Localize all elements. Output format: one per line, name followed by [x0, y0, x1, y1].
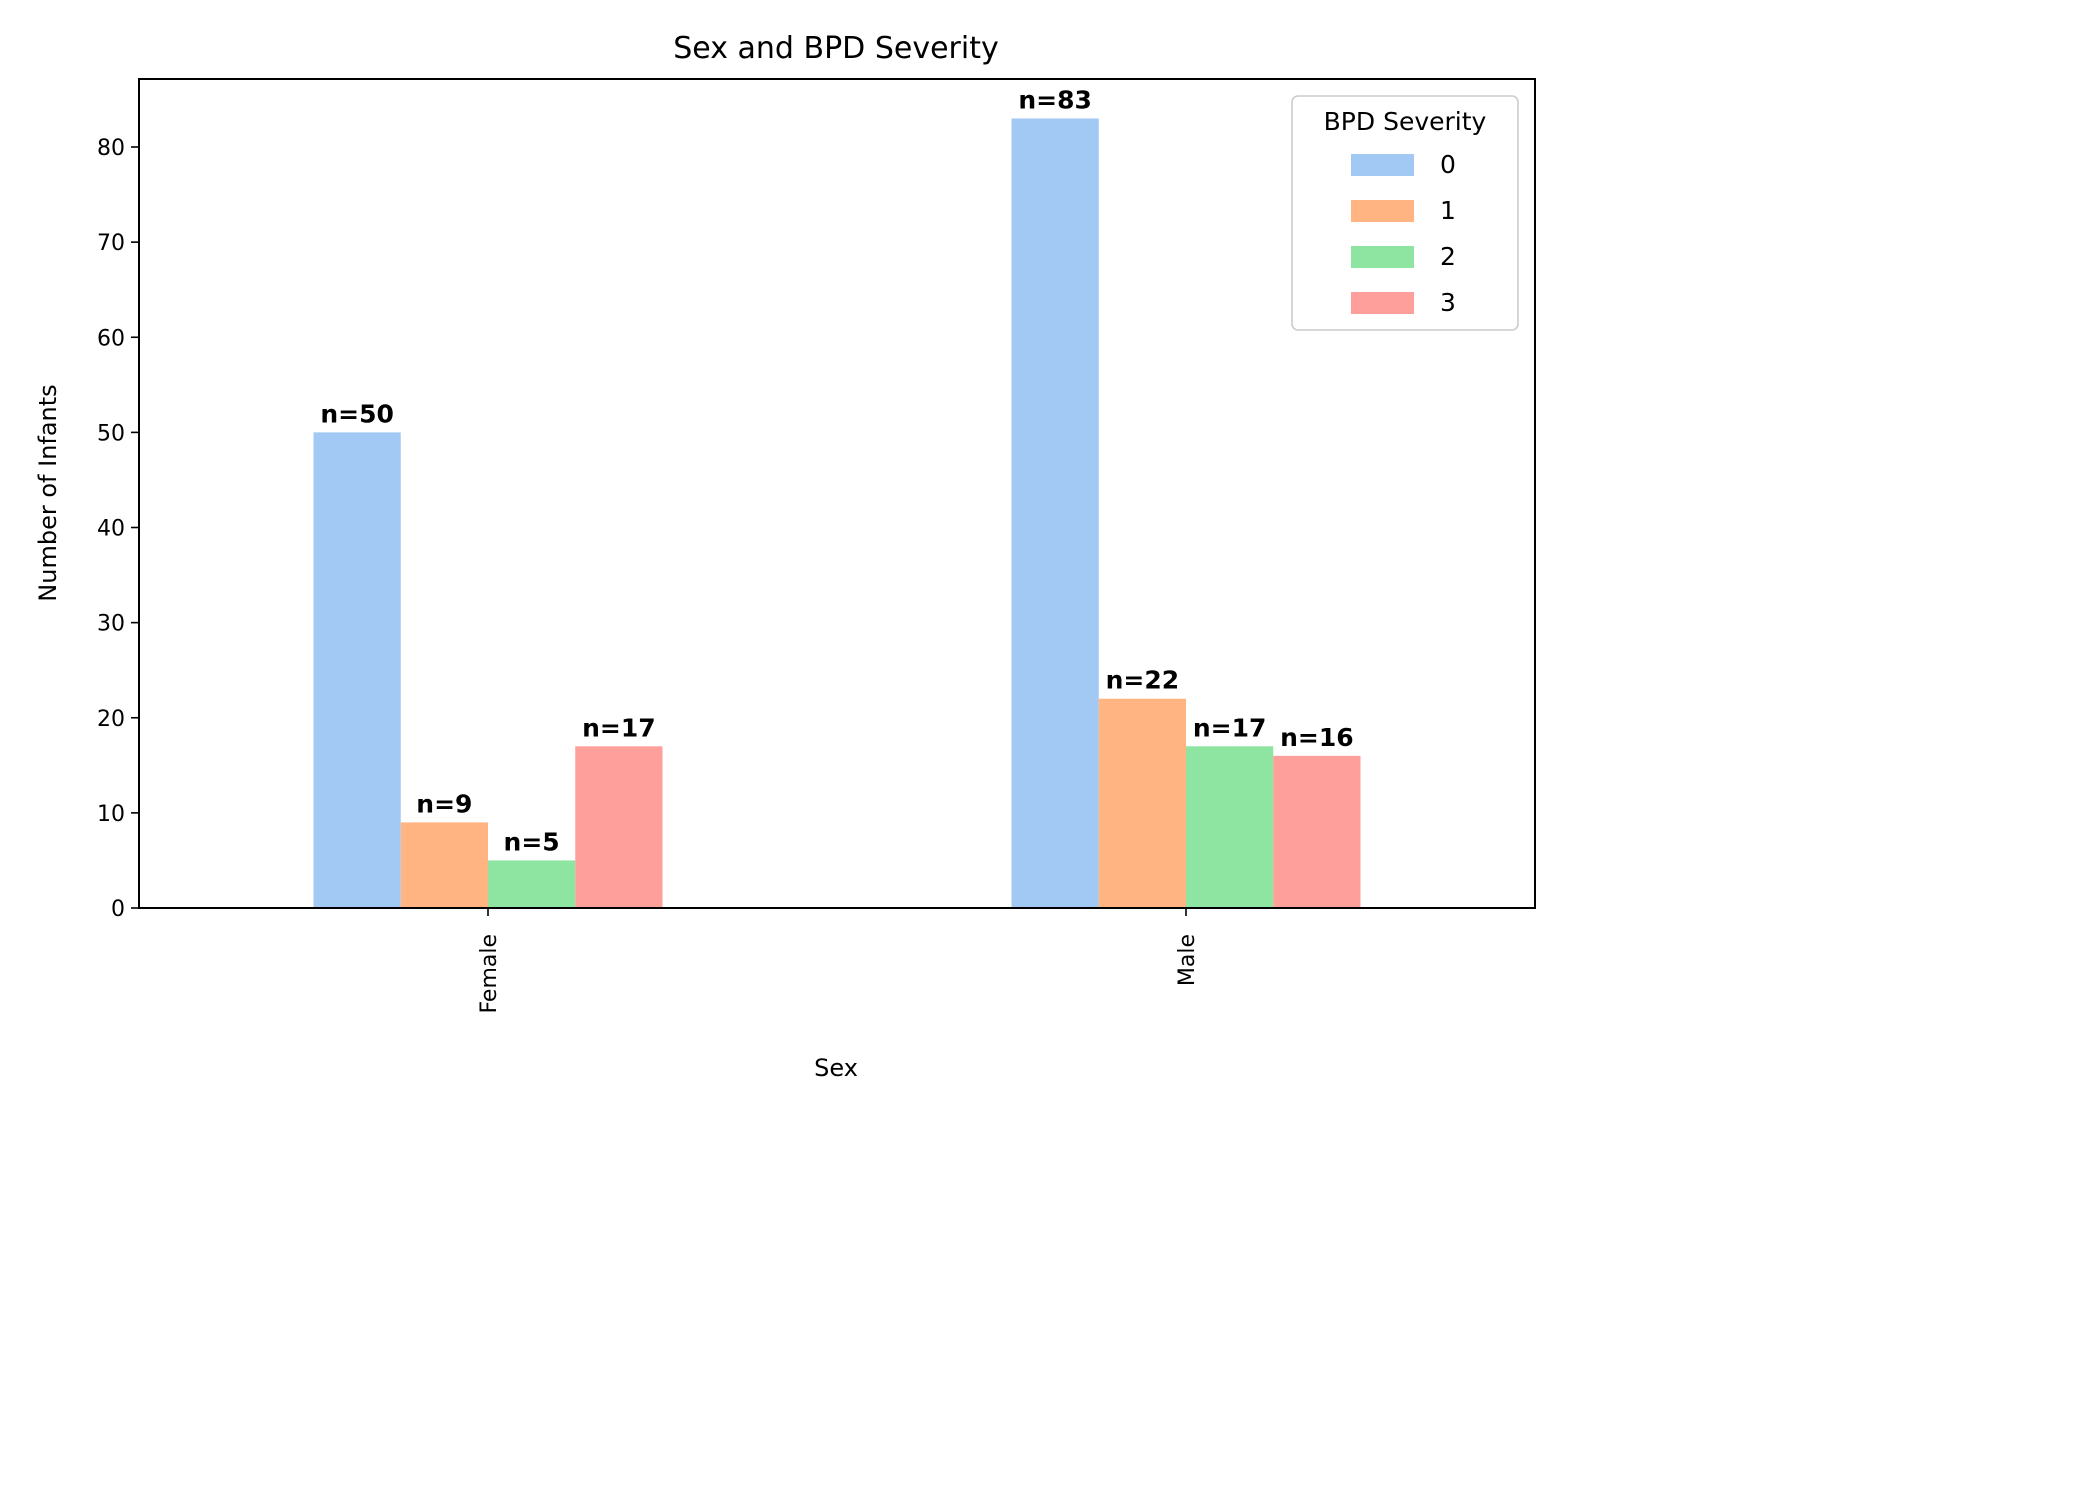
y-tick-label: 20: [97, 707, 125, 732]
y-axis-label: Number of Infants: [34, 384, 62, 601]
bar-female-severity-3: [575, 746, 663, 908]
plot-area: n=50n=83n=9n=22n=5n=17n=17 n=160102030405…: [97, 78, 1536, 1014]
y-tick-label: 60: [97, 326, 125, 351]
x-tick-label-male: Male: [1175, 934, 1200, 986]
y-tick-label: 70: [97, 231, 125, 256]
bar-male-severity-2: [1186, 746, 1274, 908]
bar-female-severity-1: [400, 822, 488, 908]
data-label-male-severity-1: n=22: [1106, 666, 1180, 695]
data-label-female-severity-0: n=50: [320, 399, 394, 428]
legend-label-1: 1: [1440, 196, 1456, 225]
legend-label-2: 2: [1440, 242, 1456, 271]
legend-label-0: 0: [1440, 150, 1456, 179]
y-tick-label: 30: [97, 612, 125, 637]
data-label-male-severity-3: n=16: [1280, 723, 1354, 752]
axes-frame: [138, 78, 1536, 909]
y-tick-label: 80: [97, 136, 125, 161]
legend-label-3: 3: [1440, 288, 1456, 317]
legend-swatch-0: [1351, 154, 1414, 176]
y-tick-label: 10: [97, 802, 125, 827]
legend-swatch-2: [1351, 246, 1414, 268]
legend-swatch-1: [1351, 200, 1414, 222]
data-label-female-severity-1: n=9: [416, 789, 472, 818]
y-tick-label: 40: [97, 517, 125, 542]
bar-male-severity-3: [1273, 755, 1361, 908]
data-label-female-severity-2: n=5: [504, 827, 560, 856]
bar-male-severity-0: [1011, 118, 1099, 908]
y-tick-label: 50: [97, 421, 125, 446]
y-tick-label: 0: [111, 897, 125, 922]
chart-title: Sex and BPD Severity: [673, 31, 998, 66]
legend: BPD Severity 0 1 2 3: [1291, 95, 1519, 331]
legend-swatch-3: [1351, 292, 1414, 314]
data-label-male-severity-2: n=17: [1193, 713, 1267, 742]
bar-male-severity-1: [1098, 698, 1186, 908]
bar-female-severity-2: [488, 860, 576, 908]
x-axis-label: Sex: [814, 1054, 858, 1082]
x-tick-label-female: Female: [477, 934, 502, 1014]
bar-female-severity-0: [313, 432, 401, 908]
legend-title: BPD Severity: [1324, 107, 1487, 136]
data-label-female-severity-3: n=17: [582, 713, 656, 742]
data-label-male-severity-0: n=83: [1018, 85, 1092, 114]
bar-chart: Sex and BPD Severity n=50 n=83 n=9 n=22 n=5 n…: [34, 31, 1536, 1082]
